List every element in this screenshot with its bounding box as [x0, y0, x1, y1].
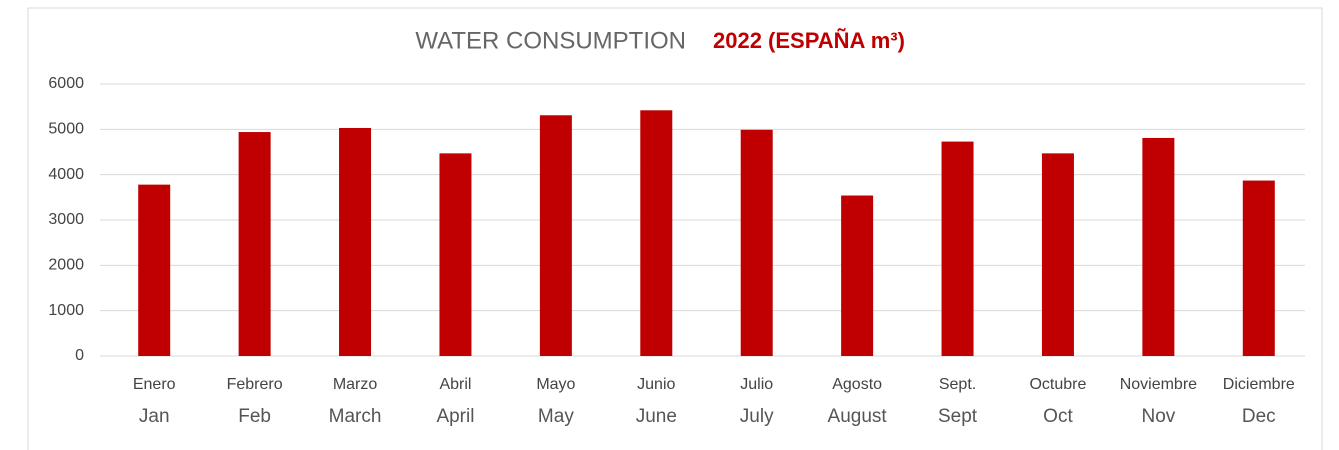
x-tick-label: Mayo	[536, 376, 575, 393]
x-tick-label-en: Dec	[1242, 406, 1276, 427]
x-tick-label-en: May	[538, 406, 574, 427]
bar	[1041, 153, 1074, 356]
bar	[740, 129, 773, 356]
y-tick-label: 0	[75, 347, 84, 364]
x-tick-label: Noviembre	[1120, 376, 1197, 393]
x-tick-label: Diciembre	[1223, 376, 1295, 393]
bar	[1142, 137, 1175, 356]
bar	[138, 184, 171, 356]
x-tick-label-en: Sept	[938, 406, 978, 427]
x-tick-label: Junio	[637, 376, 675, 393]
y-tick-label: 3000	[48, 211, 84, 228]
x-tick-label: Octubre	[1029, 376, 1086, 393]
bar	[1242, 180, 1275, 356]
y-tick-label: 6000	[48, 75, 84, 92]
bar	[941, 141, 974, 356]
x-tick-label: Agosto	[832, 376, 882, 393]
x-tick-label: Enero	[133, 376, 176, 393]
y-tick-label: 4000	[48, 166, 84, 183]
x-tick-label: Marzo	[333, 376, 378, 393]
x-tick-label-en: Feb	[238, 406, 271, 427]
x-tick-label-en: June	[636, 406, 677, 427]
x-tick-label-en: Oct	[1043, 406, 1073, 427]
bar	[238, 132, 271, 356]
bar	[539, 115, 572, 356]
y-tick-label: 2000	[48, 257, 84, 274]
bar	[841, 195, 874, 356]
bar	[640, 110, 673, 356]
chart-title: WATER CONSUMPTION	[415, 27, 686, 54]
x-tick-label-en: April	[436, 406, 474, 427]
x-tick-label-en: July	[740, 406, 774, 427]
x-tick-label-en: August	[828, 406, 888, 427]
y-tick-label: 5000	[48, 121, 84, 138]
x-tick-label: Sept.	[939, 376, 976, 393]
bar	[339, 127, 372, 357]
x-tick-label-en: March	[329, 406, 382, 427]
y-tick-label: 1000	[48, 302, 84, 319]
x-tick-label-en: Nov	[1141, 406, 1175, 427]
chart-subtitle: 2022 (ESPAÑA m³)	[713, 28, 905, 53]
x-tick-label-en: Jan	[139, 406, 170, 427]
bar	[439, 153, 472, 356]
x-tick-label: Julio	[740, 376, 773, 393]
x-tick-label: Febrero	[227, 376, 283, 393]
x-tick-label: Abril	[439, 376, 471, 393]
